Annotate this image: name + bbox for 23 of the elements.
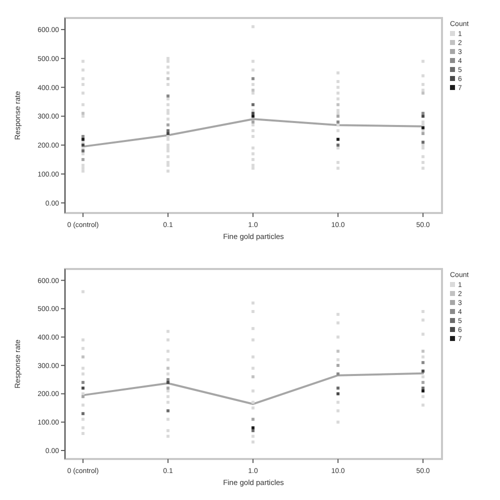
point <box>336 120 340 124</box>
point <box>252 88 254 92</box>
point <box>252 77 254 80</box>
point <box>166 77 170 80</box>
point <box>166 129 170 132</box>
point <box>422 132 424 136</box>
point <box>422 140 424 144</box>
point <box>336 114 340 118</box>
point <box>82 149 84 152</box>
line-series <box>82 118 424 148</box>
point <box>82 112 84 115</box>
point <box>252 120 254 124</box>
point <box>252 103 254 106</box>
point <box>336 103 340 106</box>
point <box>82 158 84 162</box>
point <box>166 132 170 136</box>
point <box>422 92 424 95</box>
point <box>82 144 84 147</box>
point <box>336 144 340 147</box>
point <box>166 123 170 126</box>
point <box>82 134 84 138</box>
point <box>82 138 84 141</box>
point <box>166 94 170 98</box>
